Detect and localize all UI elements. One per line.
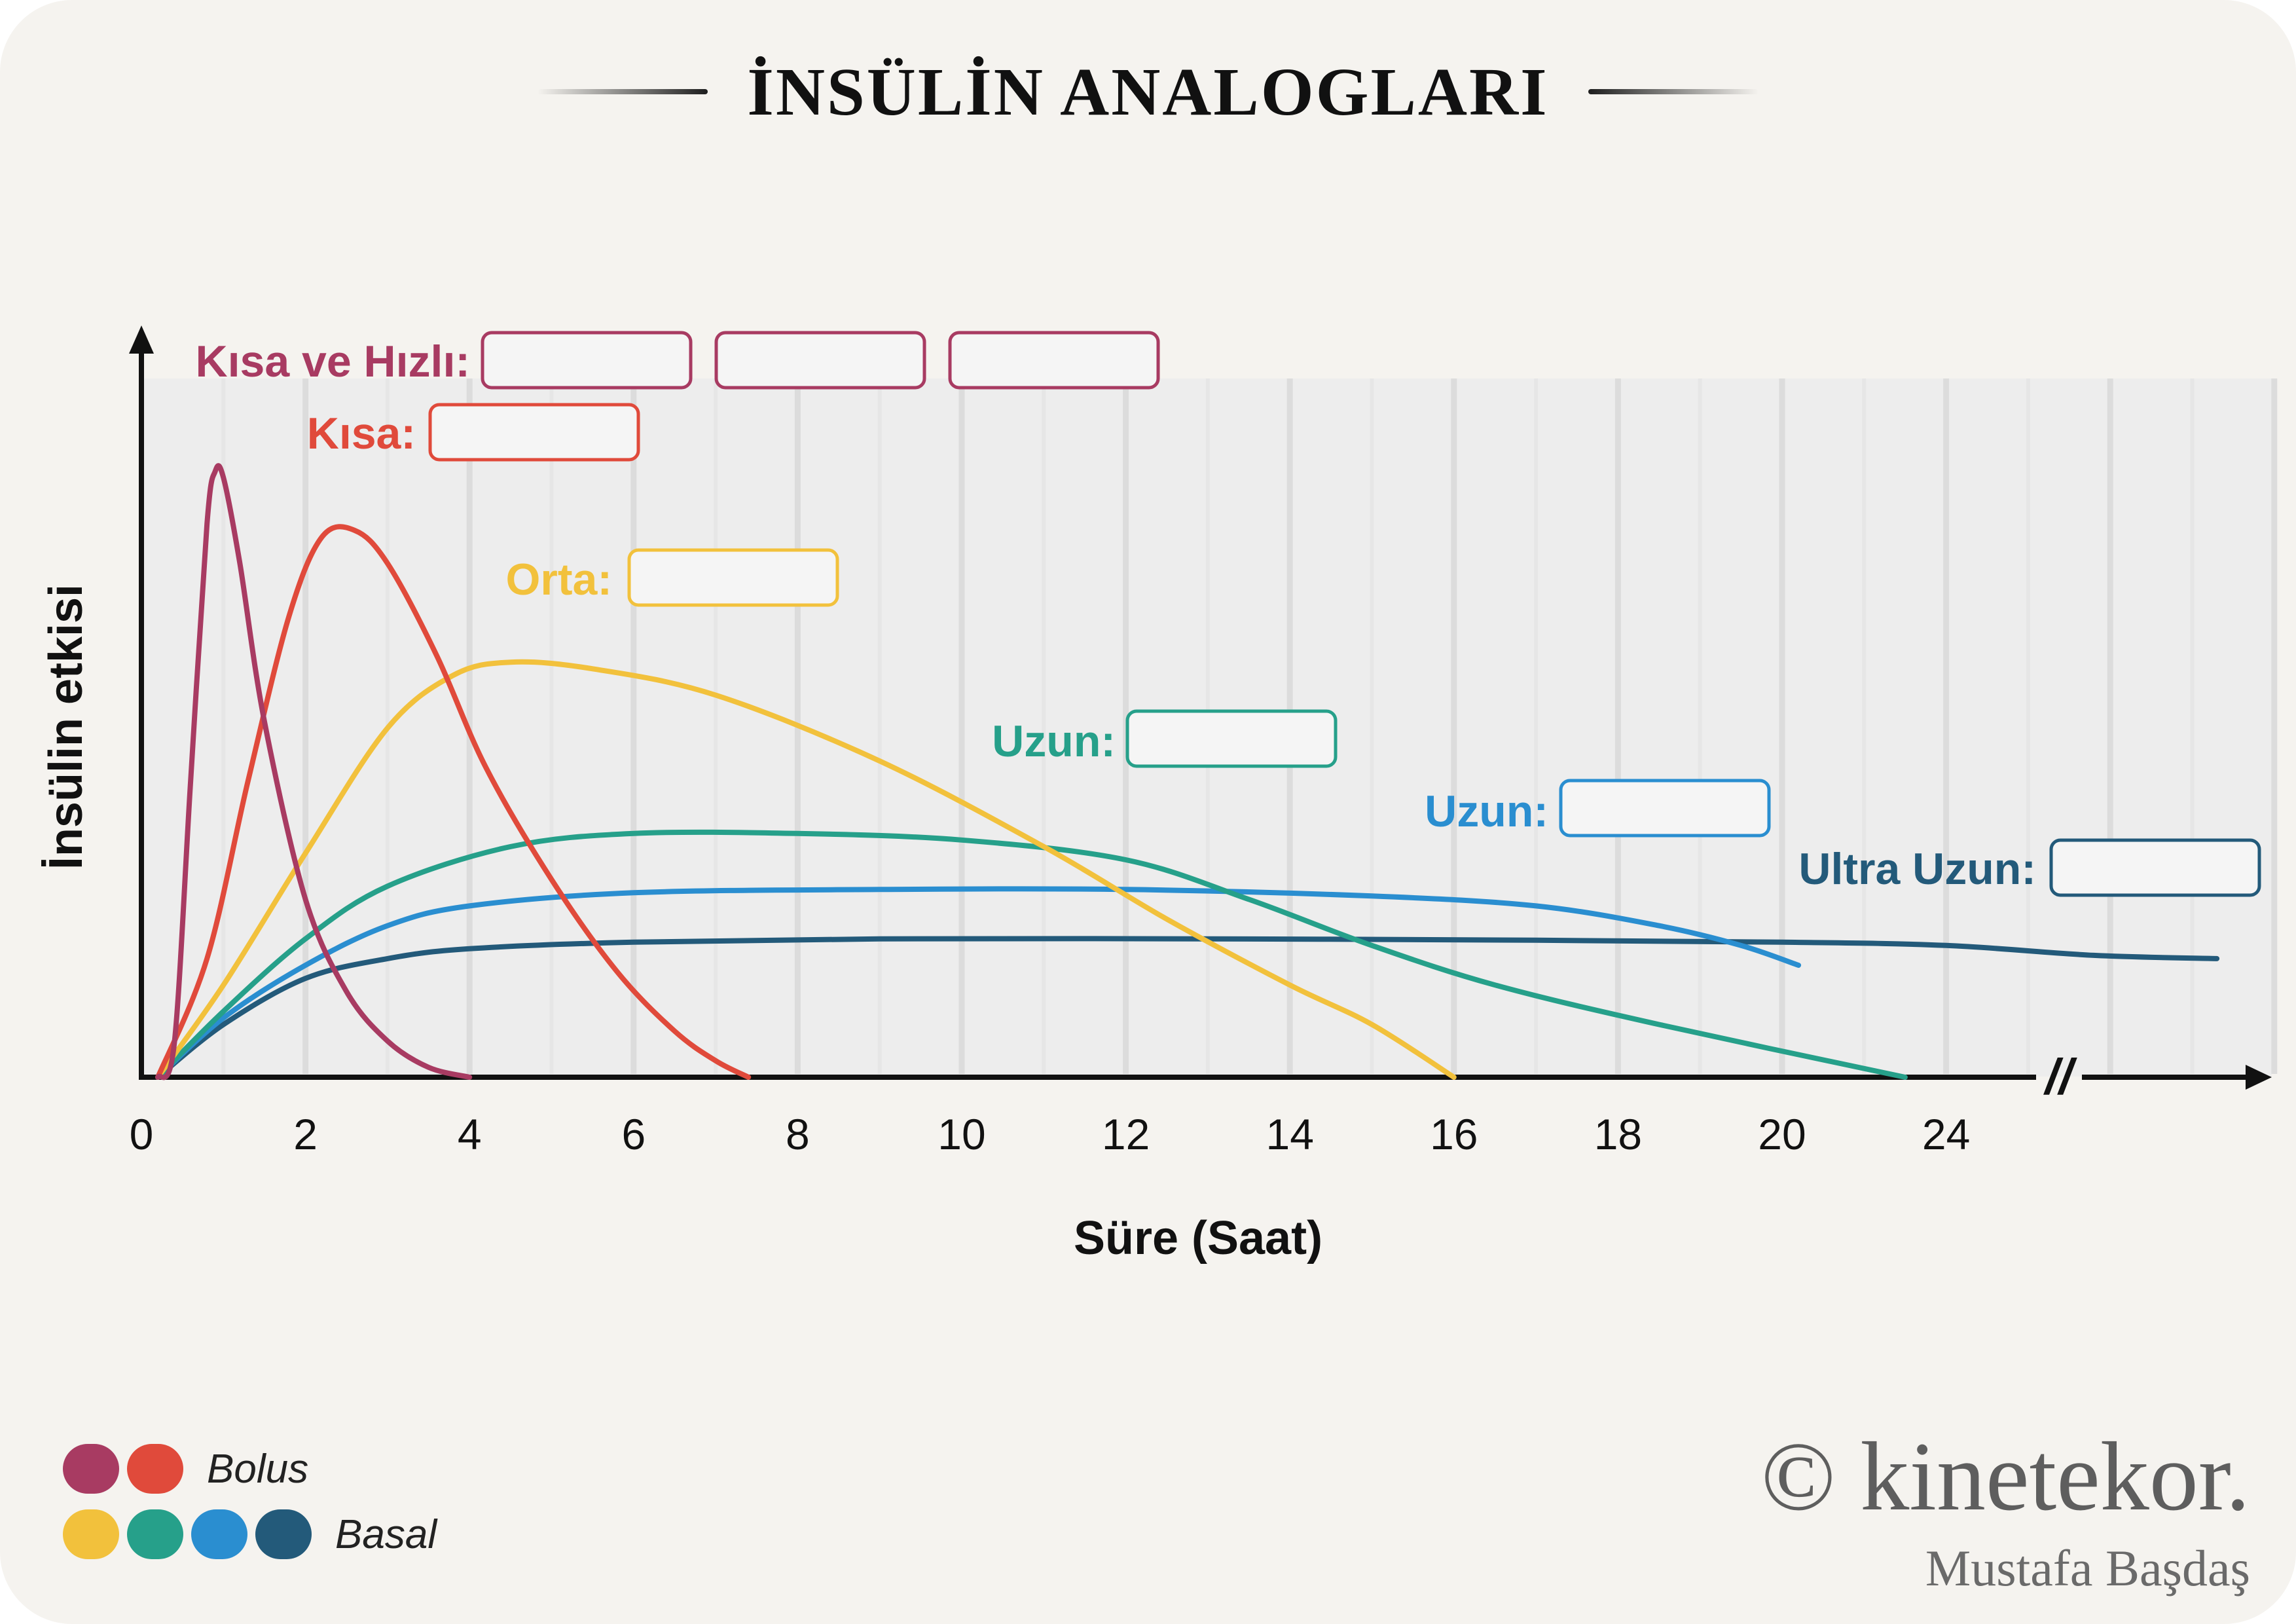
series-label-box-3	[1125, 709, 1338, 768]
series-label-box-4	[1559, 779, 1771, 838]
title-rule-right	[1588, 89, 1758, 94]
series-lines	[155, 463, 2220, 1080]
x-axis	[139, 1065, 2272, 1090]
series-label-3: Uzun:	[992, 716, 1116, 766]
legend-label-basal: Basal	[335, 1511, 437, 1557]
axis-break-mark: //	[2043, 1049, 2077, 1105]
brand-author: Mustafa Başdaş	[1925, 1540, 2250, 1596]
series-label-box-0	[714, 331, 926, 390]
series-label-1: Kısa:	[307, 409, 416, 458]
page-title: İNSÜLİN ANALOGLARI	[747, 54, 1549, 130]
legend-swatch	[63, 1444, 119, 1494]
series-label-5: Ultra Uzun:	[1798, 844, 2036, 894]
series-label-box-2	[627, 548, 839, 607]
y-axis	[129, 325, 154, 1080]
x-tick-label: 0	[130, 1110, 154, 1158]
x-tick-labels: 0 2 4 6 8 10 12 14 16 18 20 24	[130, 1110, 1971, 1158]
x-tick-label: 2	[293, 1110, 318, 1158]
x-tick-label: 4	[458, 1110, 482, 1158]
series-line-5	[155, 936, 2220, 1080]
series-label-box-0	[948, 331, 1160, 390]
legend-swatch	[127, 1444, 183, 1494]
x-tick-label: 8	[786, 1110, 810, 1158]
legend-row-basal: Basal	[63, 1506, 437, 1562]
title-bar: İNSÜLİN ANALOGLARI	[0, 46, 2296, 138]
y-axis-title: İnsülin etkisi	[40, 584, 92, 870]
y-axis-arrow	[129, 325, 154, 354]
series-label-2: Orta:	[506, 555, 612, 604]
title-rule-left	[538, 89, 708, 94]
series-line-4	[155, 886, 1802, 1080]
legend-swatch	[127, 1509, 183, 1559]
series-label-box-0	[481, 331, 693, 390]
x-tick-label: 24	[1922, 1110, 1970, 1158]
legend-row-bolus: Bolus	[63, 1441, 308, 1497]
legend-swatch	[255, 1509, 312, 1559]
series-label-4: Uzun:	[1425, 786, 1548, 836]
series-label-box-5	[2049, 838, 2261, 897]
x-tick-label: 16	[1430, 1110, 1478, 1158]
x-tick-label: 10	[938, 1110, 985, 1158]
x-axis-arrow	[2246, 1065, 2272, 1090]
x-tick-label: 14	[1266, 1110, 1313, 1158]
x-tick-label: 18	[1594, 1110, 1642, 1158]
series-label-box-1	[428, 403, 640, 462]
legend: Bolus Basal	[63, 1441, 521, 1572]
series-label-0: Kısa ve Hızlı:	[196, 337, 471, 386]
series-line-1	[155, 524, 752, 1080]
series-line-3	[155, 829, 1908, 1080]
series-line-0	[155, 463, 473, 1080]
series-labels: Kısa ve Hızlı: Kısa: Orta: Uzun: Uzun: Ultra …	[196, 331, 2261, 897]
x-tick-label: 6	[621, 1110, 646, 1158]
x-tick-label: 20	[1758, 1110, 1806, 1158]
brand-signature: © kinetekor. Mustafa Başdaş	[1761, 1428, 2250, 1598]
x-tick-label: 12	[1102, 1110, 1150, 1158]
x-axis-title: Süre (Saat)	[1074, 1212, 1322, 1264]
legend-swatch	[191, 1509, 247, 1559]
legend-label-bolus: Bolus	[207, 1446, 309, 1492]
legend-swatch	[63, 1509, 119, 1559]
series-line-2	[155, 659, 1457, 1080]
brand-logo-text: © kinetekor.	[1760, 1422, 2250, 1531]
